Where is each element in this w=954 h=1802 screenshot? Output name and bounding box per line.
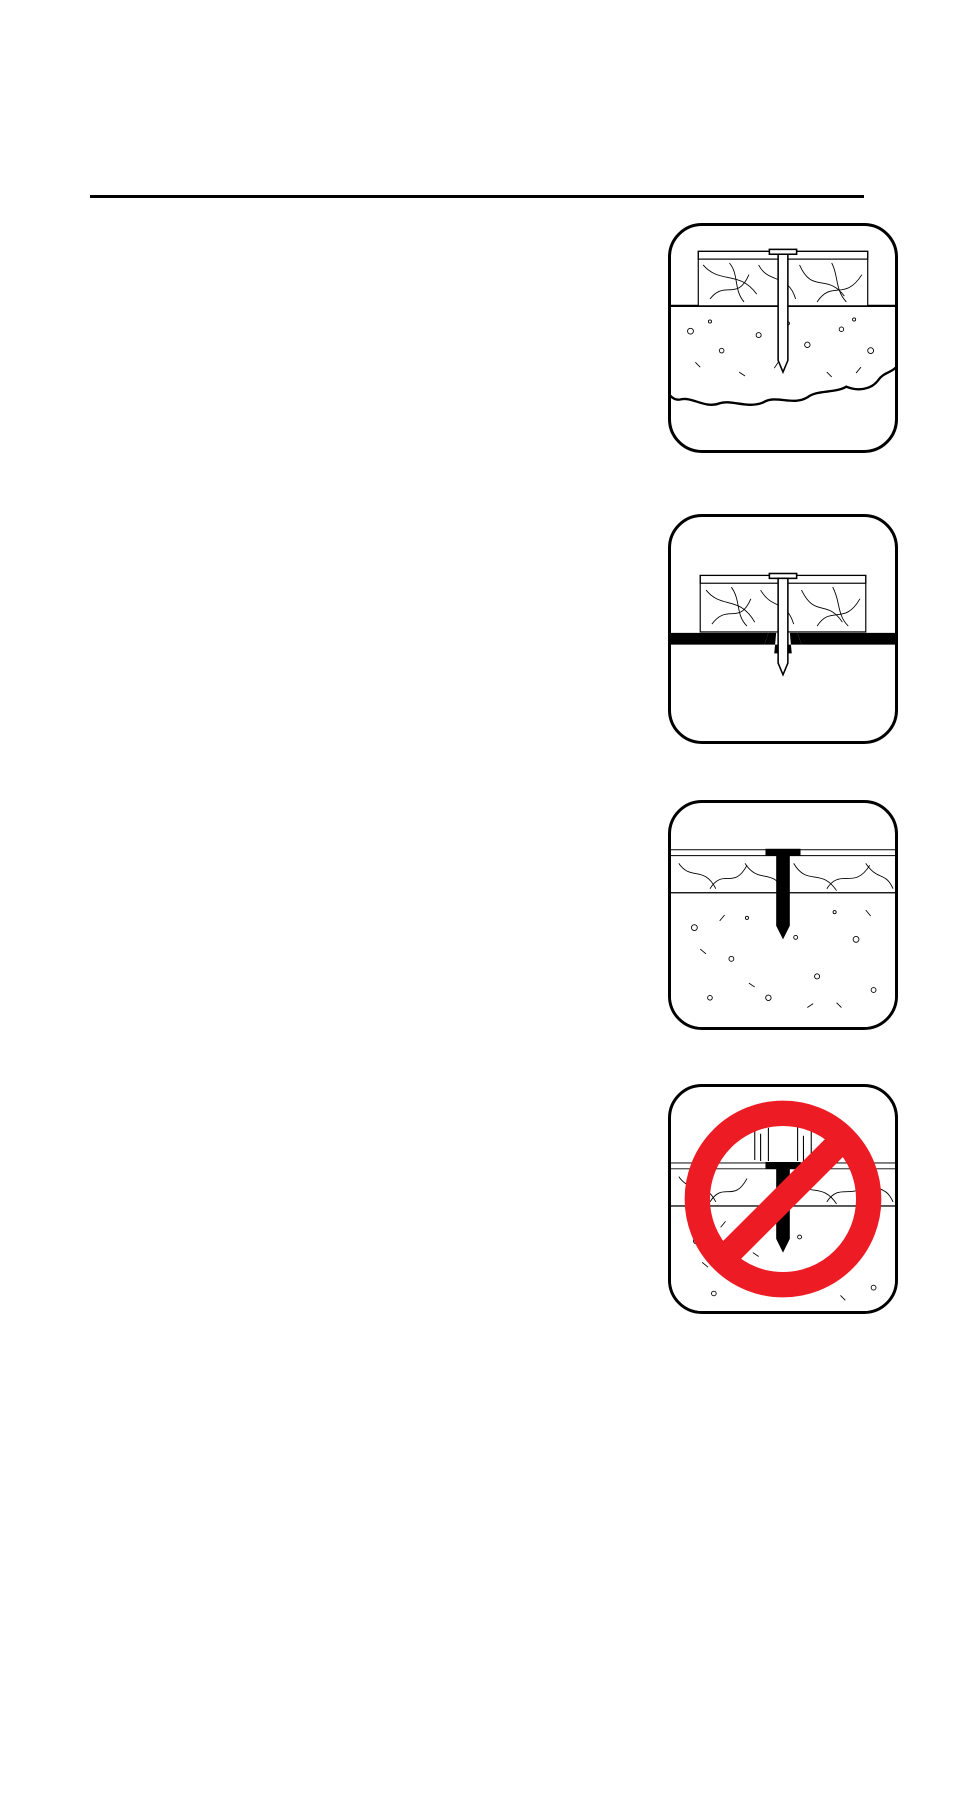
fastener-prohibited-svg xyxy=(671,1087,895,1311)
fastener-in-concrete-prohibited-icon xyxy=(668,1084,898,1314)
wood-to-concrete-icon xyxy=(668,223,898,453)
horizontal-rule xyxy=(90,195,864,198)
fastener-in-concrete-allowed-icon xyxy=(668,800,898,1030)
wood-to-steel-icon xyxy=(668,514,898,744)
wood-to-steel-svg xyxy=(671,517,895,741)
page-root xyxy=(0,0,954,1802)
fastener-allowed-svg xyxy=(671,803,895,1027)
wood-to-concrete-svg xyxy=(671,226,895,450)
